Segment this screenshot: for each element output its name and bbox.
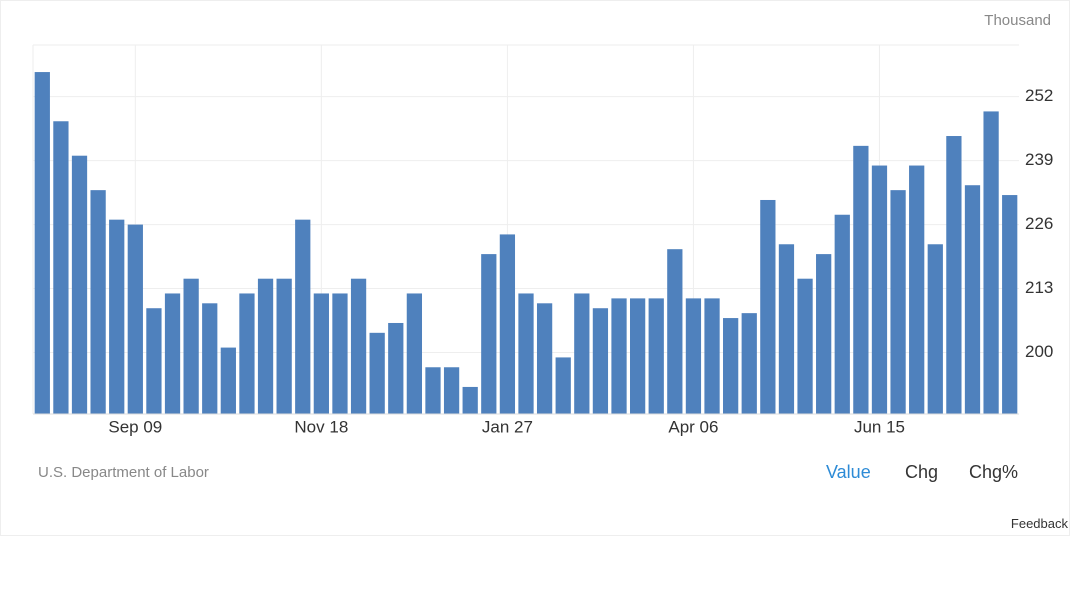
bar <box>778 244 795 414</box>
bar <box>109 219 125 414</box>
bar <box>276 278 292 414</box>
bar <box>983 111 999 415</box>
bar <box>239 293 255 414</box>
bar <box>946 136 962 414</box>
bar <box>369 332 385 414</box>
x-tick-label: Nov 18 <box>294 417 348 436</box>
bar <box>592 308 609 414</box>
bar <box>685 298 702 414</box>
y-tick-label: 252 <box>1025 86 1053 105</box>
chart-card <box>0 0 1070 536</box>
source: U.S. Department of Labor <box>38 464 209 481</box>
bar <box>127 224 143 414</box>
y-tick-label: 239 <box>1025 150 1053 169</box>
bar <box>890 190 906 414</box>
bar <box>462 386 478 414</box>
bar <box>71 155 88 414</box>
x-tick-label: Sep 09 <box>108 417 162 436</box>
bar <box>220 347 236 414</box>
bar <box>760 199 776 414</box>
unit-label: Thousand <box>984 12 1051 29</box>
y-tick-label: 226 <box>1025 214 1053 233</box>
bar <box>927 244 943 414</box>
bar <box>257 278 274 414</box>
bar <box>202 303 218 414</box>
feedback-link[interactable]: Feedback <box>1010 516 1068 531</box>
bar <box>295 219 311 414</box>
bar <box>499 234 516 414</box>
bar <box>518 293 534 414</box>
bar <box>797 278 813 414</box>
bar <box>350 278 367 414</box>
bar <box>704 298 720 414</box>
bar <box>909 165 925 414</box>
bar <box>313 293 329 414</box>
bar <box>667 249 683 414</box>
x-tick-label: Jun 15 <box>854 417 905 436</box>
chart: 200 213 226 239 252 Sep 09 Nov 18 Jan 27 Apr 06 J… <box>32 44 1053 436</box>
change-button[interactable]: Chg <box>905 462 939 482</box>
bar <box>871 165 888 414</box>
bar <box>648 298 664 414</box>
bar <box>164 293 181 414</box>
bar <box>723 318 739 414</box>
bar <box>425 367 441 414</box>
x-tick-label: Jan 27 <box>482 417 533 436</box>
change-percent-button[interactable]: Chg% <box>969 462 1019 482</box>
bar <box>183 278 199 414</box>
bar <box>536 303 553 414</box>
bar <box>443 367 460 414</box>
x-tick-label: Apr 06 <box>668 417 718 436</box>
bar <box>629 298 646 414</box>
value-button[interactable]: Value <box>826 462 871 482</box>
bar <box>574 293 590 414</box>
bar <box>90 190 106 414</box>
bar <box>332 293 348 414</box>
bar <box>834 214 850 414</box>
bar <box>481 254 497 414</box>
bar <box>853 145 869 415</box>
bar <box>388 322 404 414</box>
y-tick-label: 213 <box>1025 278 1053 297</box>
bar <box>964 185 981 414</box>
bar <box>406 293 423 414</box>
bar <box>741 313 757 414</box>
bar <box>816 254 832 414</box>
bar <box>1002 195 1018 414</box>
bar <box>34 72 50 414</box>
bar <box>146 308 162 414</box>
y-tick-label: 200 <box>1025 342 1053 361</box>
bar <box>53 121 69 414</box>
bar <box>611 298 627 414</box>
bar <box>555 357 571 414</box>
